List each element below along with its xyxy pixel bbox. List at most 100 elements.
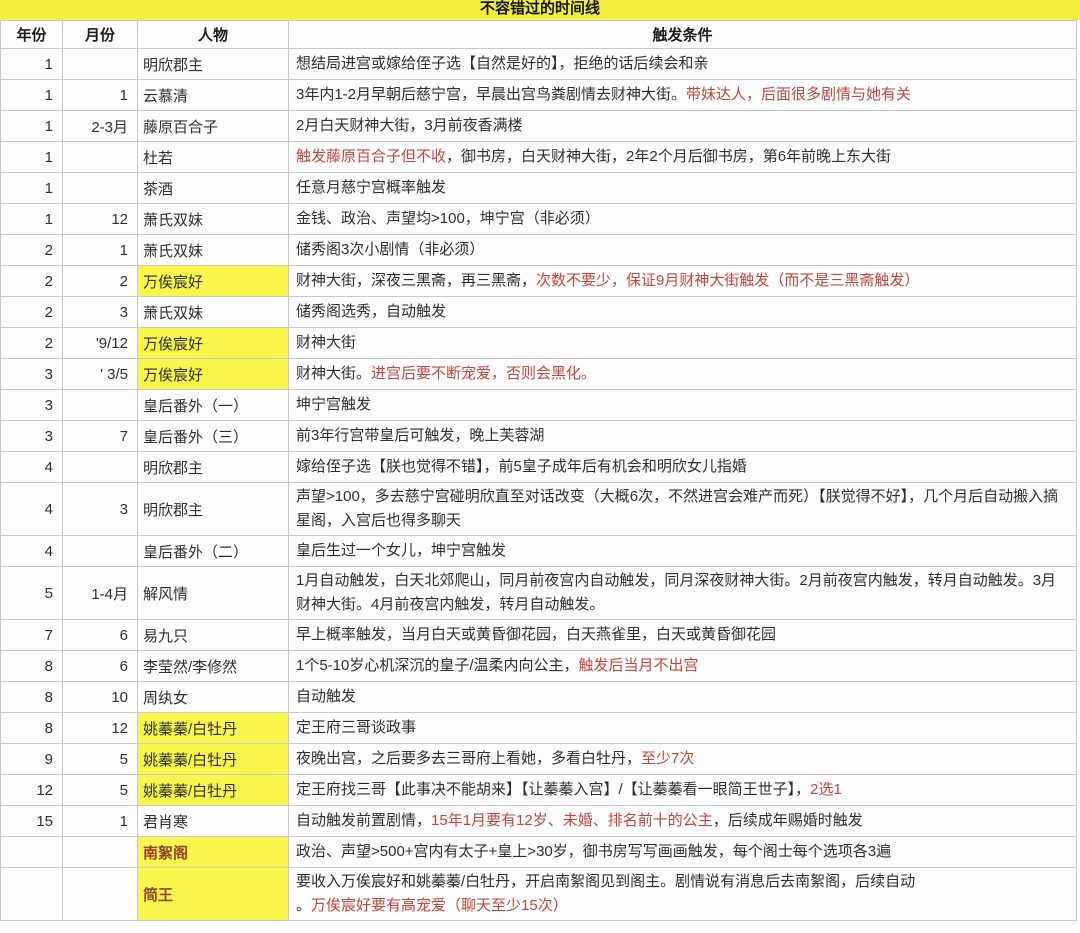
person-cell: 萧氏双妹 (137, 203, 289, 235)
table-row: 简王 要收入万俟宸好和姚蓁蓁/白牡丹，开启南絮阁见到阁主。剧情说有消息后去南絮阁，… (0, 867, 1077, 921)
condition-text: 。 (296, 897, 312, 914)
table-row: 8 12 姚蓁蓁/白牡丹 定王府三哥谈政事 (0, 712, 1077, 744)
month-cell (62, 867, 138, 921)
month-cell: 10 (62, 681, 138, 713)
month-cell: 1-4月 (62, 566, 138, 620)
condition-text: ，御书房，白天财神大街，2年2个月后御书房，第6年前晚上东大街 (446, 148, 892, 165)
person-cell: 皇后番外（一） (137, 389, 289, 421)
month-cell: 3 (62, 296, 138, 328)
month-cell: 6 (62, 619, 138, 651)
condition-cell: 储秀阁3次小剧情（非必须） (288, 234, 1077, 266)
person-cell: 萧氏双妹 (137, 296, 289, 328)
year-cell (0, 836, 63, 868)
condition-text: 夜晚出宫，之后要多去三哥府上看她，多看白牡丹， (296, 750, 642, 767)
table-row: 9 5 姚蓁蓁/白牡丹 夜晚出宫，之后要多去三哥府上看她，多看白牡丹，至少7次 (0, 743, 1077, 775)
month-cell (62, 389, 138, 421)
table-row: 1 1 云慕清 3年内1-2月早朝后慈宁宫，早晨出宫鸟粪剧情去财神大街。带妹达人，后面… (0, 79, 1077, 111)
table-row: 8 10 周纨女 自动触发 (0, 681, 1077, 713)
table-row: 3 7 皇后番外（三） 前3年行宫带皇后可触发，晚上芙蓉湖 (0, 420, 1077, 452)
condition-text: 任意月慈宁宫概率触发 (296, 179, 447, 196)
page-title: 不容错过的时间线 (0, 0, 1080, 20)
condition-text: 金钱、政治、声望均>100，坤宁宫（非必须） (296, 210, 600, 227)
table-row: 1 12 萧氏双妹 金钱、政治、声望均>100，坤宁宫（非必须） (0, 203, 1077, 235)
condition-note-red: 进宫后要不断宠爱，否则会黑化。 (371, 365, 597, 382)
condition-cell: 皇后生过一个女儿，坤宁宫触发 (288, 535, 1077, 567)
year-cell: 8 (0, 712, 63, 744)
table-row: 5 1-4月 解风情 1月自动触发，白天北郊爬山，同月前夜宫内自动触发，同月深夜财神大… (0, 566, 1077, 620)
condition-note-red: 触发藤原百合子但不收 (296, 148, 447, 165)
condition-text: ，后续成年赐婚时触发 (712, 812, 863, 829)
condition-text: 政治、声望>500+宫内有太子+皇上>30岁，御书房写写画画触发，每个阁士每个选… (296, 843, 892, 860)
condition-note-red: 15年1月要有12岁、未婚、排名前十的公主 (431, 812, 713, 829)
month-cell: 12 (62, 203, 138, 235)
table-row: 4 3 明欣郡主 声望>100，多去慈宁宫碰明欣直至对话改变（大概6次，不然进宫会难产… (0, 482, 1077, 536)
year-cell: 4 (0, 535, 63, 567)
condition-text: 定王府三哥谈政事 (296, 719, 417, 736)
condition-text: 声望>100，多去慈宁宫碰明欣直至对话改变（大概6次，不然进宫会难产而死）【朕觉… (296, 488, 1059, 529)
condition-cell: 定王府三哥谈政事 (288, 712, 1077, 744)
person-cell: 萧氏双妹 (137, 234, 289, 266)
person-cell: 君肖寒 (137, 805, 289, 837)
condition-cell: 财神大街 (288, 327, 1077, 359)
month-cell: 1 (62, 234, 138, 266)
year-cell (0, 867, 63, 921)
condition-cell: 想结局进宫或嫁给侄子选【自然是好的】，拒绝的话后续会和亲 (288, 48, 1077, 80)
year-cell: 3 (0, 420, 63, 452)
year-cell: 4 (0, 451, 63, 483)
table-row: 2 1 萧氏双妹 储秀阁3次小剧情（非必须） (0, 234, 1077, 266)
column-header-condition: 触发条件 (288, 20, 1077, 49)
condition-cell: 2月白天财神大街，3月前夜香满楼 (288, 110, 1077, 142)
person-cell: 简王 (137, 867, 289, 921)
table-row: 3 皇后番外（一） 坤宁宫触发 (0, 389, 1077, 421)
column-header-person: 人物 (137, 20, 289, 49)
person-cell: 云慕清 (137, 79, 289, 111)
condition-note-red: 次数不要少，保证9月财神大街触发（而不是三黑斋触发） (536, 272, 920, 289)
condition-text: 2月白天财神大街，3月前夜香满楼 (296, 117, 523, 134)
person-cell: 姚蓁蓁/白牡丹 (137, 774, 289, 806)
month-cell (62, 451, 138, 483)
year-cell: 1 (0, 203, 63, 235)
header-row: 年份 月份 人物 触发条件 (0, 20, 1077, 49)
year-cell: 2 (0, 296, 63, 328)
month-cell (62, 141, 138, 173)
condition-cell: 自动触发 (288, 681, 1077, 713)
condition-text: 想结局进宫或嫁给侄子选【自然是好的】，拒绝的话后续会和亲 (296, 55, 709, 72)
condition-cell: 财神大街，深夜三黑斋，再三黑斋，次数不要少，保证9月财神大街触发（而不是三黑斋触… (288, 265, 1077, 297)
condition-text: 储秀阁3次小剧情（非必须） (296, 241, 485, 258)
condition-note-red: 2选1 (810, 781, 842, 798)
table-row: 2'9/12 万俟宸好 财神大街 (0, 327, 1077, 359)
condition-text: 坤宁宫触发 (296, 396, 372, 413)
condition-cell: 金钱、政治、声望均>100，坤宁宫（非必须） (288, 203, 1077, 235)
condition-text: 财神大街。 (296, 365, 372, 382)
condition-note-red: 万俟宸好要有高宠爱（聊天至少15次） (311, 897, 568, 914)
month-cell: 3 (62, 482, 138, 536)
condition-text: 嫁给侄子选【朕也觉得不错】，前5皇子成年后有机会和明欣女儿指婚 (296, 458, 747, 475)
column-header-month: 月份 (62, 20, 138, 49)
month-cell: 7 (62, 420, 138, 452)
month-cell: '9/12 (62, 327, 138, 359)
condition-text: 1月自动触发，白天北郊爬山，同月前夜宫内自动触发，同月深夜财神大街。2月前夜宫内… (296, 572, 1057, 613)
year-cell: 15 (0, 805, 63, 837)
table-row: 1 明欣郡主 想结局进宫或嫁给侄子选【自然是好的】，拒绝的话后续会和亲 (0, 48, 1077, 80)
condition-cell: 夜晚出宫，之后要多去三哥府上看她，多看白牡丹，至少7次 (288, 743, 1077, 775)
year-cell: 8 (0, 681, 63, 713)
person-cell: 李莹然/李修然 (137, 650, 289, 682)
year-cell: 1 (0, 48, 63, 80)
table-row: 8 6 李莹然/李修然 1个5-10岁心机深沉的皇子/温柔内向公主，触发后当月不出宫 (0, 650, 1077, 682)
year-cell: 4 (0, 482, 63, 536)
person-cell: 万俟宸好 (137, 327, 289, 359)
month-cell (62, 48, 138, 80)
person-cell: 皇后番外（二） (137, 535, 289, 567)
month-cell: 5 (62, 774, 138, 806)
person-cell: 解风情 (137, 566, 289, 620)
year-cell: 9 (0, 743, 63, 775)
month-cell: 1 (62, 805, 138, 837)
person-cell: 明欣郡主 (137, 48, 289, 80)
person-cell: 易九只 (137, 619, 289, 651)
table-row: 1 杜若 触发藤原百合子但不收，御书房，白天财神大街，2年2个月后御书房，第6年前晚… (0, 141, 1077, 173)
condition-cell: 嫁给侄子选【朕也觉得不错】，前5皇子成年后有机会和明欣女儿指婚 (288, 451, 1077, 483)
table-row: 2 2 万俟宸好 财神大街，深夜三黑斋，再三黑斋，次数不要少，保证9月财神大街触发（而… (0, 265, 1077, 297)
column-header-year: 年份 (0, 20, 63, 49)
condition-text: 自动触发前置剧情， (296, 812, 432, 829)
condition-cell: 触发藤原百合子但不收，御书房，白天财神大街，2年2个月后御书房，第6年前晚上东大… (288, 141, 1077, 173)
